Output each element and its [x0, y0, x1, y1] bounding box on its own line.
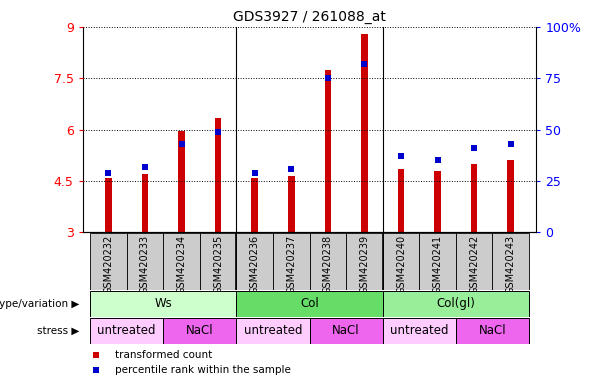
Text: GSM420239: GSM420239: [359, 235, 370, 294]
Bar: [456, 233, 492, 290]
Bar: [346, 233, 383, 290]
Text: GSM420241: GSM420241: [433, 235, 443, 294]
Text: GSM420237: GSM420237: [286, 235, 296, 294]
Text: untreated: untreated: [97, 324, 156, 337]
Bar: [310, 233, 346, 290]
Text: GSM420234: GSM420234: [177, 235, 186, 294]
Bar: [237, 318, 310, 344]
Bar: [127, 233, 163, 290]
Bar: [361, 34, 368, 232]
Text: untreated: untreated: [244, 324, 302, 337]
Bar: [163, 318, 237, 344]
Bar: [90, 291, 237, 317]
Bar: [215, 118, 221, 232]
Bar: [324, 70, 331, 232]
Text: GSM420233: GSM420233: [140, 235, 150, 294]
Bar: [419, 233, 456, 290]
Bar: [508, 161, 514, 232]
Text: GSM420240: GSM420240: [396, 235, 406, 294]
Bar: [90, 233, 127, 290]
Bar: [251, 177, 258, 232]
Text: NaCl: NaCl: [186, 324, 214, 337]
Bar: [398, 169, 405, 232]
Text: genotype/variation ▶: genotype/variation ▶: [0, 299, 80, 309]
Bar: [105, 177, 112, 232]
Text: NaCl: NaCl: [332, 324, 360, 337]
Text: transformed count: transformed count: [115, 350, 211, 360]
Text: GSM420232: GSM420232: [104, 235, 113, 294]
Bar: [383, 318, 456, 344]
Text: GSM420235: GSM420235: [213, 235, 223, 294]
Bar: [383, 233, 419, 290]
Bar: [90, 318, 163, 344]
Bar: [178, 131, 185, 232]
Title: GDS3927 / 261088_at: GDS3927 / 261088_at: [233, 10, 386, 25]
Bar: [288, 176, 295, 232]
Text: NaCl: NaCl: [479, 324, 506, 337]
Bar: [142, 174, 148, 232]
Bar: [471, 164, 478, 232]
Text: untreated: untreated: [390, 324, 449, 337]
Text: Col: Col: [300, 297, 319, 310]
Bar: [456, 318, 529, 344]
Bar: [200, 233, 237, 290]
Text: Ws: Ws: [154, 297, 172, 310]
Text: stress ▶: stress ▶: [37, 326, 80, 336]
Text: Col(gl): Col(gl): [436, 297, 475, 310]
Text: GSM420236: GSM420236: [249, 235, 260, 294]
Bar: [163, 233, 200, 290]
Text: GSM420238: GSM420238: [323, 235, 333, 294]
Bar: [383, 291, 529, 317]
Text: GSM420242: GSM420242: [469, 235, 479, 294]
Text: GSM420243: GSM420243: [506, 235, 516, 294]
Text: percentile rank within the sample: percentile rank within the sample: [115, 366, 291, 376]
Bar: [273, 233, 310, 290]
Bar: [492, 233, 529, 290]
Bar: [310, 318, 383, 344]
Bar: [237, 233, 273, 290]
Bar: [435, 171, 441, 232]
Bar: [237, 291, 383, 317]
